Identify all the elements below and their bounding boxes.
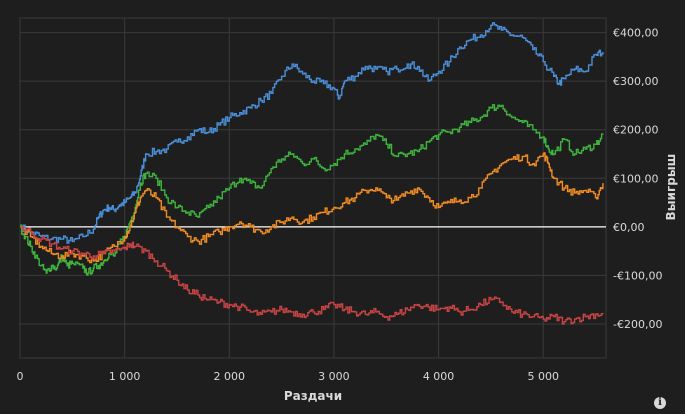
y-tick-label: -€100,00 [613, 269, 662, 282]
x-axis-title: Раздачи [284, 389, 342, 403]
info-icon[interactable]: i [654, 397, 666, 409]
y-tick-label: -€200,00 [613, 318, 662, 331]
series-line-1 [20, 22, 604, 244]
series-line-2 [20, 104, 604, 276]
x-tick-label: 0 [17, 370, 24, 383]
series-layer [20, 22, 604, 325]
x-tick-label: 2 000 [214, 370, 246, 383]
series-line-4 [20, 226, 604, 325]
y-tick-label: €0,00 [613, 221, 645, 234]
x-tick-label: 1 000 [109, 370, 141, 383]
y-tick-label: €400,00 [613, 27, 659, 40]
y-tick-label: €200,00 [613, 124, 659, 137]
y-tick-label: €300,00 [613, 75, 659, 88]
x-tick-label: 4 000 [423, 370, 455, 383]
grid [19, 17, 607, 359]
x-tick-label: 3 000 [318, 370, 350, 383]
plot-border [19, 17, 607, 359]
y-tick-label: €100,00 [613, 172, 659, 185]
x-tick-label: 5 000 [527, 370, 559, 383]
x-tick-labels: 0 1 000 2 000 3 000 4 000 5 000 [17, 370, 559, 383]
y-tick-labels: €400,00 €300,00 €200,00 €100,00 €0,00 -€100,0… [613, 27, 662, 331]
y-axis-title: Выигрыш [664, 154, 678, 221]
series-line-3 [20, 152, 604, 264]
